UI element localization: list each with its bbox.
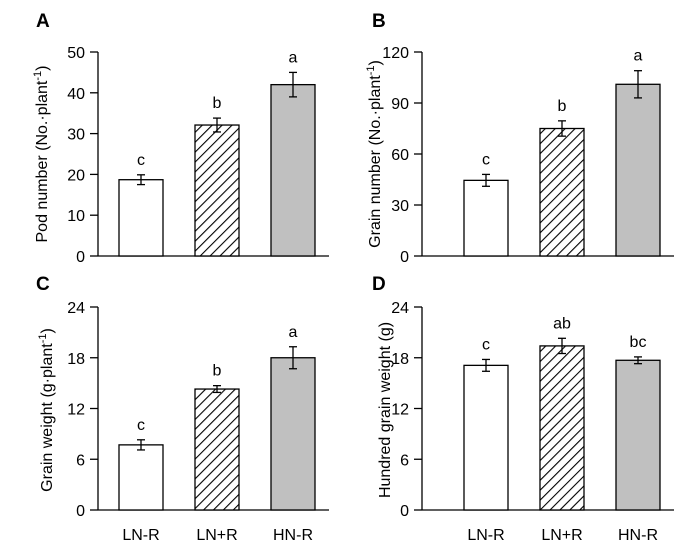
significance-letter: a xyxy=(289,324,298,341)
significance-letter: a xyxy=(289,49,298,66)
error-bar xyxy=(213,117,221,133)
y-tick-label: 20 xyxy=(67,167,85,184)
panel-letter: C xyxy=(36,274,50,295)
bar-hn-r xyxy=(615,83,661,257)
y-tick-label: 0 xyxy=(400,503,409,520)
bar-ln-r xyxy=(539,127,585,257)
y-tick-label: 24 xyxy=(67,300,85,317)
error-bar xyxy=(634,356,642,365)
significance-letter: c xyxy=(482,336,490,353)
y-tick-label: 18 xyxy=(391,351,409,368)
panel-letter: D xyxy=(372,274,386,295)
panel-letter: A xyxy=(36,11,50,32)
x-category-label: LN-R xyxy=(467,527,504,544)
y-tick-label: 10 xyxy=(67,208,85,225)
significance-letter: b xyxy=(213,95,222,112)
bar-ln-r xyxy=(194,388,240,511)
x-category-label: HN-R xyxy=(273,527,313,544)
bar-ln-r xyxy=(539,345,585,511)
y-tick-label: 6 xyxy=(400,452,409,469)
y-tick-label: 90 xyxy=(391,96,409,113)
significance-letter: c xyxy=(137,152,145,169)
bar-hn-r xyxy=(270,357,316,511)
x-category-label: LN+R xyxy=(541,527,582,544)
error-bar xyxy=(213,385,221,394)
bar-ln-r xyxy=(463,179,509,257)
y-tick-label: 12 xyxy=(391,402,409,419)
x-category-label: LN-R xyxy=(122,527,159,544)
y-axis-label: Hundred grain weight (g) xyxy=(377,322,394,498)
significance-letter: a xyxy=(634,48,643,65)
panel-letter: B xyxy=(372,11,386,32)
y-tick-label: 0 xyxy=(400,249,409,266)
y-tick-label: 0 xyxy=(76,503,85,520)
y-tick-label: 50 xyxy=(67,45,85,62)
y-tick-label: 0 xyxy=(76,249,85,266)
error-bar xyxy=(482,358,490,372)
error-bar xyxy=(634,70,642,99)
y-axis-label: Grain number (No.·plant-1) xyxy=(365,60,384,248)
significance-letter: b xyxy=(213,363,222,380)
significance-letter: ab xyxy=(553,315,571,332)
error-bar xyxy=(289,346,297,370)
bar-ln-r xyxy=(118,179,164,257)
y-axis-label: Pod number (No.·plant-1) xyxy=(32,66,51,243)
significance-letter: b xyxy=(558,98,567,115)
significance-letter: bc xyxy=(630,334,647,351)
y-tick-label: 60 xyxy=(391,147,409,164)
error-bar xyxy=(289,71,297,98)
y-tick-label: 24 xyxy=(391,300,409,317)
bar-hn-r xyxy=(270,83,316,257)
y-tick-label: 18 xyxy=(67,351,85,368)
error-bar xyxy=(137,174,145,186)
y-tick-label: 6 xyxy=(76,452,85,469)
panel-d: D Hundred grain weight (g) 0 6 12 18 24 c LN-R ab… xyxy=(372,274,674,544)
y-tick-label: 30 xyxy=(391,198,409,215)
bar-ln-r xyxy=(194,124,240,257)
significance-letter: c xyxy=(482,151,490,168)
error-bar xyxy=(482,173,490,187)
bar-ln-r xyxy=(463,364,509,511)
y-tick-label: 40 xyxy=(67,86,85,103)
y-tick-label: 12 xyxy=(67,402,85,419)
panel-c: C Grain weight (g·plant-1) 0 6 12 18 24 c LN-R b L… xyxy=(36,274,329,544)
error-bar xyxy=(137,439,145,451)
bar-ln-r xyxy=(118,444,164,511)
panel-b: B Grain number (No.·plant-1) 0 30 60 90 120 c b a xyxy=(365,11,674,266)
significance-letter: c xyxy=(137,417,145,434)
x-category-label: LN+R xyxy=(196,527,237,544)
error-bar xyxy=(558,337,566,355)
bar-hn-r xyxy=(615,359,661,511)
error-bar xyxy=(558,120,566,137)
x-category-label: HN-R xyxy=(618,527,658,544)
y-tick-label: 120 xyxy=(382,45,409,62)
y-axis-label: Grain weight (g·plant-1) xyxy=(37,328,56,492)
y-tick-label: 30 xyxy=(67,127,85,144)
panel-a: A Pod number (No.·plant-1) 0 10 20 30 40 50 c b a xyxy=(32,11,329,266)
